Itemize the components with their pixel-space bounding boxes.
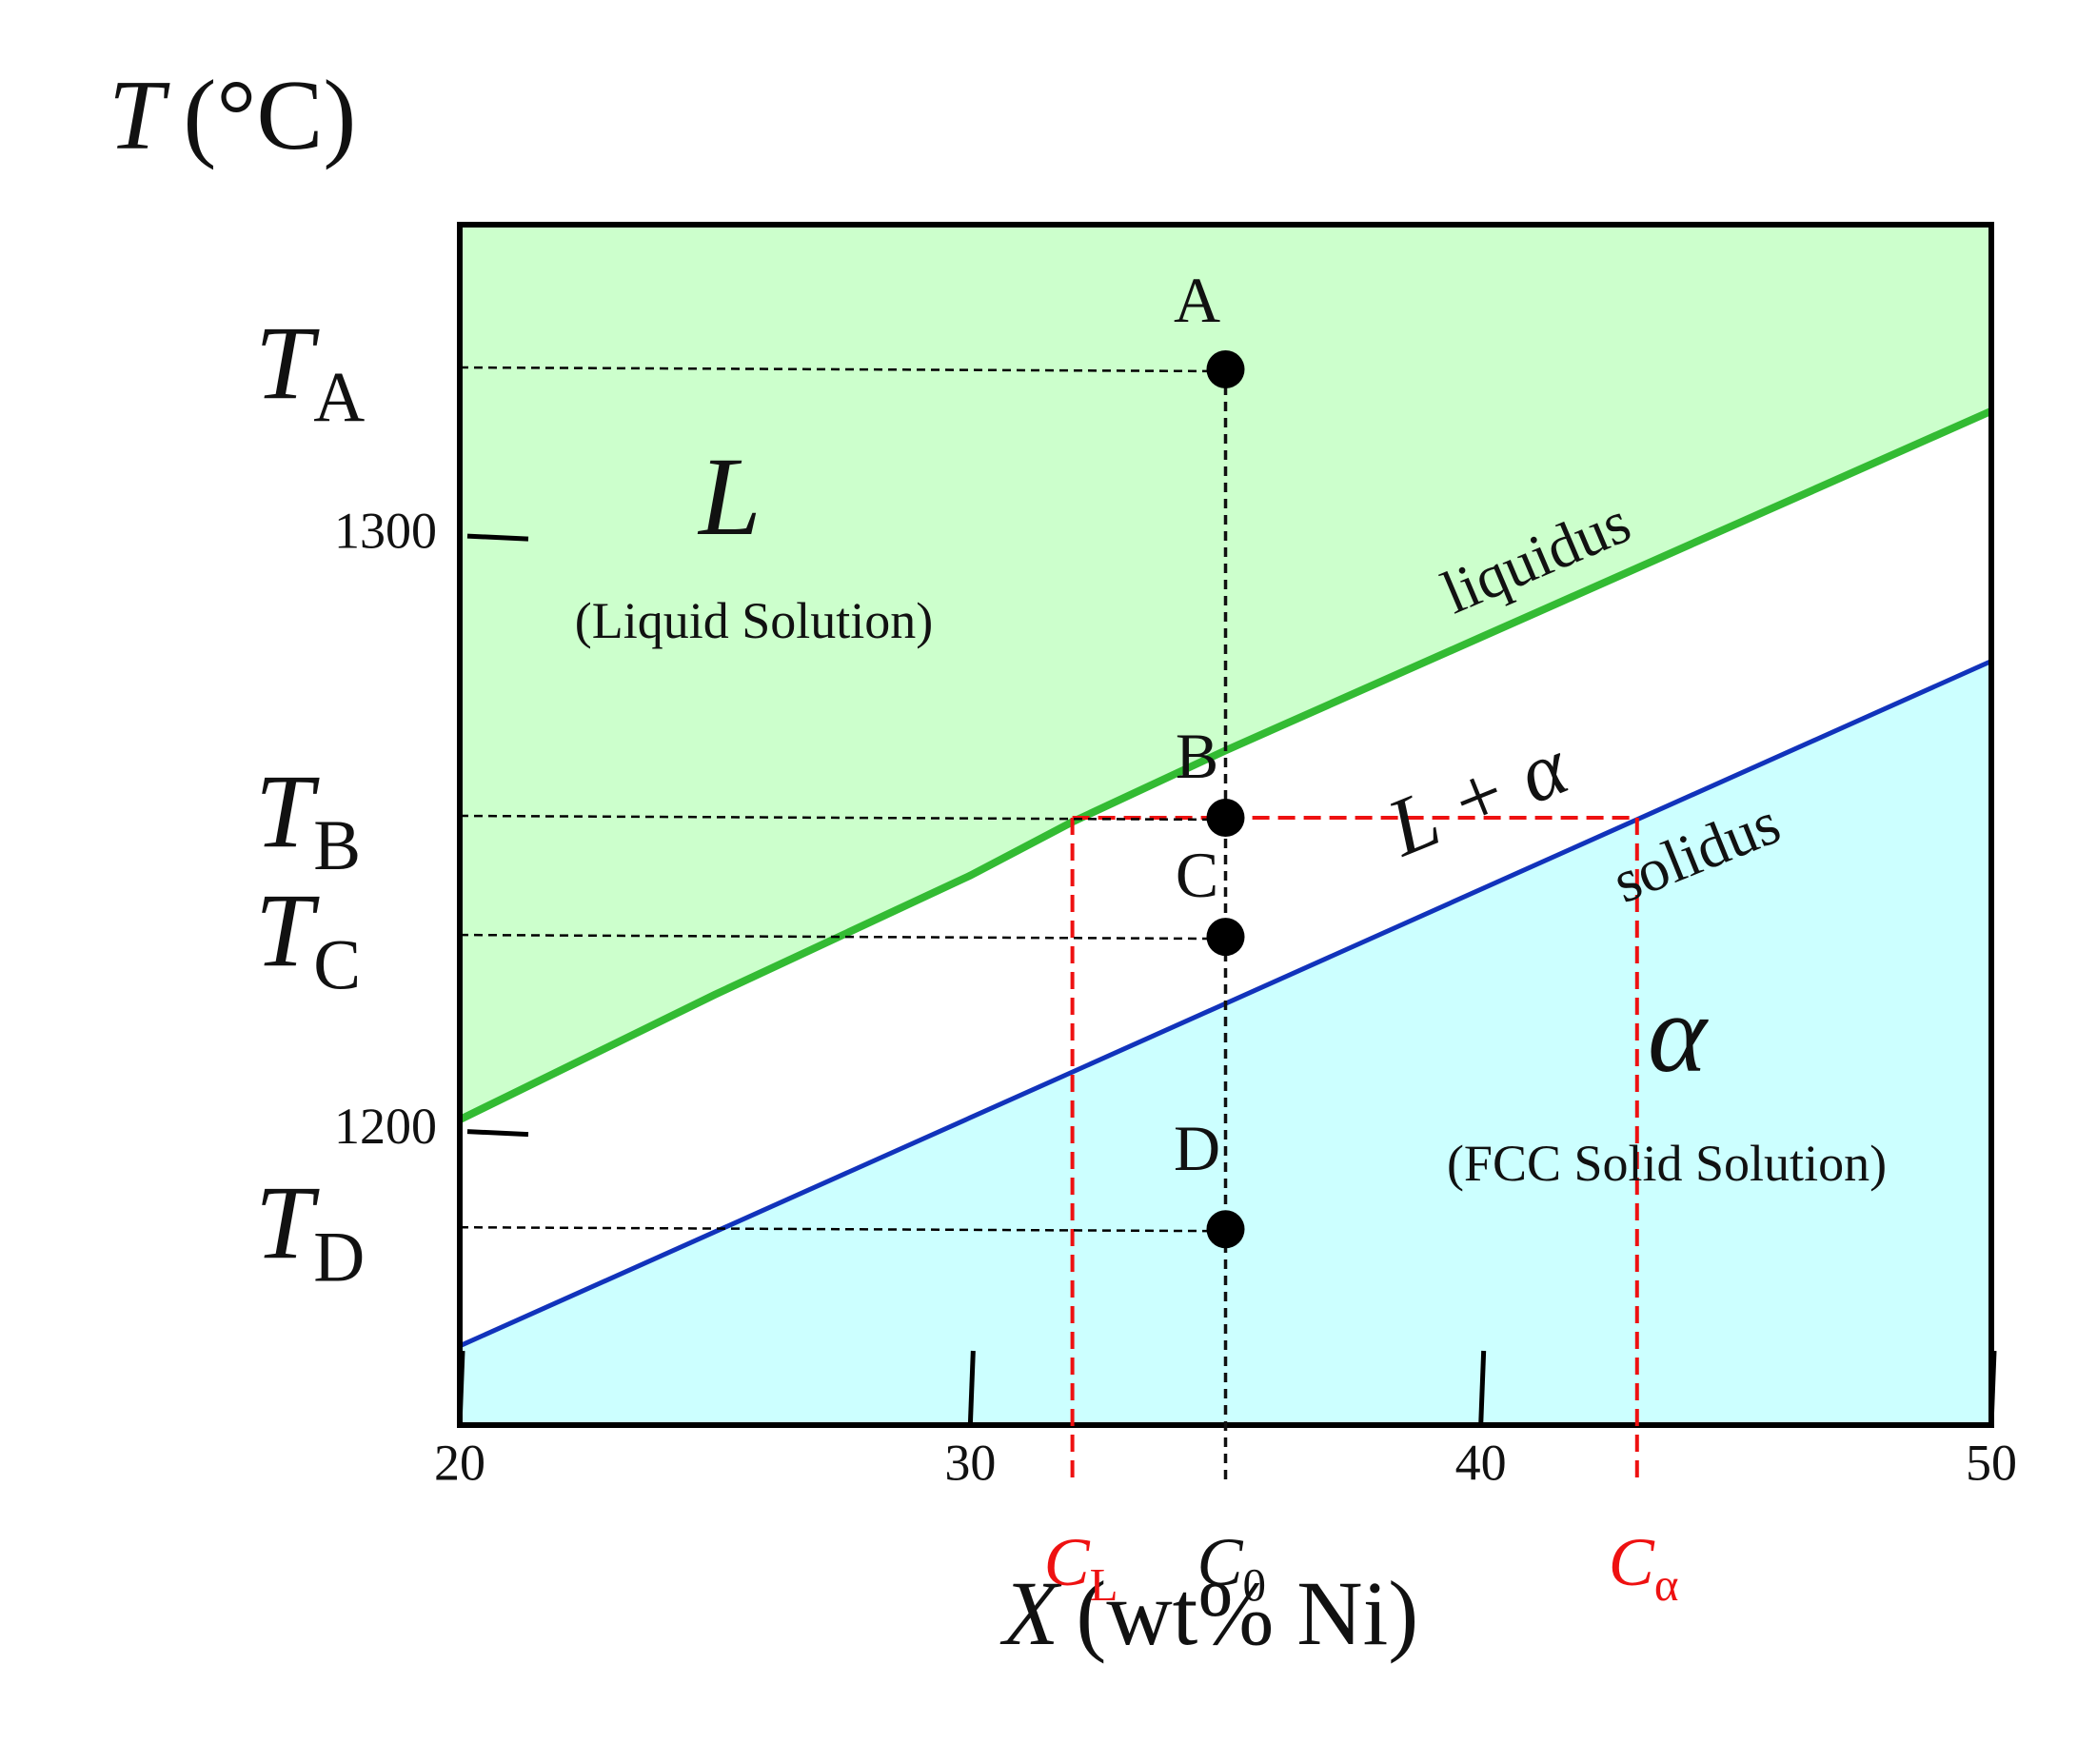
y-axis-unit: (°C) bbox=[183, 59, 356, 170]
guides bbox=[457, 222, 1997, 1484]
x-axis-label: X (wt% Ni) bbox=[999, 1562, 1419, 1664]
composition-label-symbol: C bbox=[1609, 1524, 1655, 1600]
liquid-region bbox=[460, 225, 1991, 1120]
phase-boundary bbox=[458, 407, 1993, 1123]
temperature-label: TA bbox=[255, 305, 365, 437]
state-point bbox=[1206, 798, 1245, 837]
x-tick bbox=[967, 1350, 976, 1426]
state-point bbox=[1206, 349, 1245, 388]
temperature-label-subscript: D bbox=[313, 1218, 365, 1297]
y-tick-label: 1300 bbox=[334, 503, 437, 560]
x-axis-unit: (wt% Ni) bbox=[1076, 1562, 1418, 1664]
point-label: A bbox=[1174, 264, 1220, 336]
temperature-label-symbol: T bbox=[255, 305, 320, 421]
x-tick-label: 40 bbox=[1455, 1434, 1507, 1491]
y-tick bbox=[466, 533, 529, 542]
x-tick bbox=[1478, 1350, 1487, 1426]
composition-label-symbol: C bbox=[1044, 1524, 1091, 1600]
x-tick-label: 50 bbox=[1966, 1434, 2017, 1491]
y-axis-symbol: T bbox=[109, 59, 170, 170]
x-tick-label: 30 bbox=[944, 1434, 996, 1491]
x-tick bbox=[457, 1350, 465, 1426]
x-tick-label: 20 bbox=[434, 1434, 485, 1491]
temperature-label-subscript: B bbox=[313, 806, 361, 885]
temperature-label-symbol: T bbox=[255, 753, 320, 869]
y-tick bbox=[466, 1129, 529, 1138]
y-tick-label: 1200 bbox=[334, 1098, 437, 1155]
temperature-label-symbol: T bbox=[255, 872, 320, 988]
x-axis-symbol: X bbox=[999, 1562, 1062, 1664]
composition-label-subscript: 0 bbox=[1243, 1558, 1266, 1611]
temperature-label-symbol: T bbox=[255, 1164, 320, 1280]
composition-label-subscript: L bbox=[1090, 1558, 1118, 1611]
composition-label-symbol: C bbox=[1197, 1524, 1244, 1600]
temperature-label-subscript: A bbox=[313, 358, 365, 437]
region-symbol: L bbox=[697, 434, 762, 559]
composition-label: CL bbox=[1044, 1524, 1118, 1611]
point-label: D bbox=[1174, 1112, 1220, 1184]
region-label: L + α bbox=[1374, 720, 1581, 875]
region-description: (FCC Solid Solution) bbox=[1447, 1135, 1887, 1192]
point-label: B bbox=[1176, 720, 1218, 792]
x-tick bbox=[1988, 1350, 1997, 1426]
temperature-label: TC bbox=[255, 872, 361, 1004]
state-point bbox=[1206, 1210, 1245, 1249]
y-axis-label: T (°C) bbox=[109, 59, 356, 170]
region-symbol: α bbox=[1648, 971, 1709, 1096]
temperature-label-subscript: C bbox=[313, 925, 361, 1004]
point-label: C bbox=[1176, 839, 1218, 911]
state-point bbox=[1206, 918, 1245, 957]
composition-label: C0 bbox=[1197, 1524, 1267, 1611]
temperature-label: TD bbox=[255, 1164, 365, 1297]
temperature-label: TB bbox=[255, 753, 361, 885]
composition-label-subscript: α bbox=[1654, 1558, 1679, 1611]
composition-label: Cα bbox=[1609, 1524, 1679, 1611]
region-description: (Liquid Solution) bbox=[575, 592, 934, 649]
